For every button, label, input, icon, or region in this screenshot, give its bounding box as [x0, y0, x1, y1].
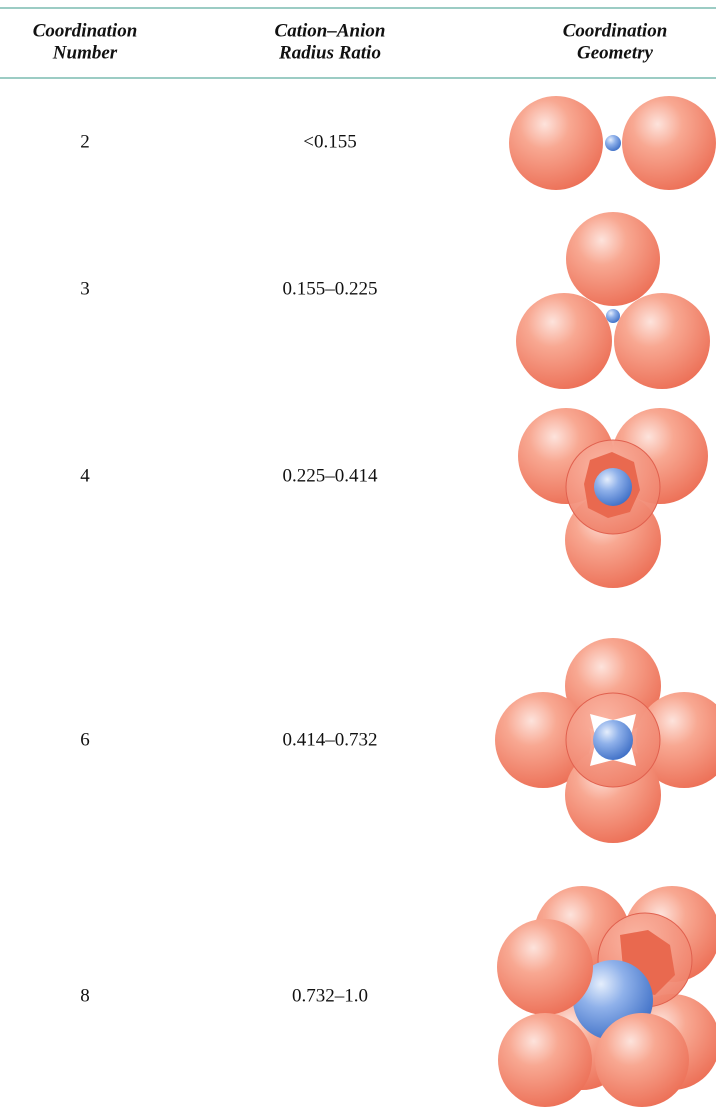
cell: 4 [80, 465, 90, 486]
column-header: Number [52, 42, 118, 63]
geometry-4 [518, 408, 708, 588]
cell: 0.414–0.732 [283, 729, 378, 750]
cell: 0.225–0.414 [283, 465, 379, 486]
cell: 2 [80, 131, 90, 152]
cell: 0.732–1.0 [292, 985, 368, 1006]
cell: 8 [80, 985, 90, 1006]
column-header: Radius Ratio [278, 42, 381, 63]
column-header: Coordination [563, 20, 668, 41]
cell: 3 [80, 278, 90, 299]
geometry-2 [509, 96, 716, 190]
cell: 0.155–0.225 [283, 278, 378, 299]
cell: 6 [80, 729, 90, 750]
column-header: Geometry [577, 42, 654, 63]
geometry-3 [516, 212, 710, 389]
column-header: Coordination [33, 20, 138, 41]
rows: 2 <0.155 3 0.155–0.225 4 0.225–0.414 6 0.414–0.… [80, 131, 378, 1006]
geometry-8 [497, 886, 716, 1107]
geometry-6 [495, 638, 716, 843]
column-header: Cation–Anion [275, 20, 386, 41]
cell: <0.155 [303, 131, 356, 152]
